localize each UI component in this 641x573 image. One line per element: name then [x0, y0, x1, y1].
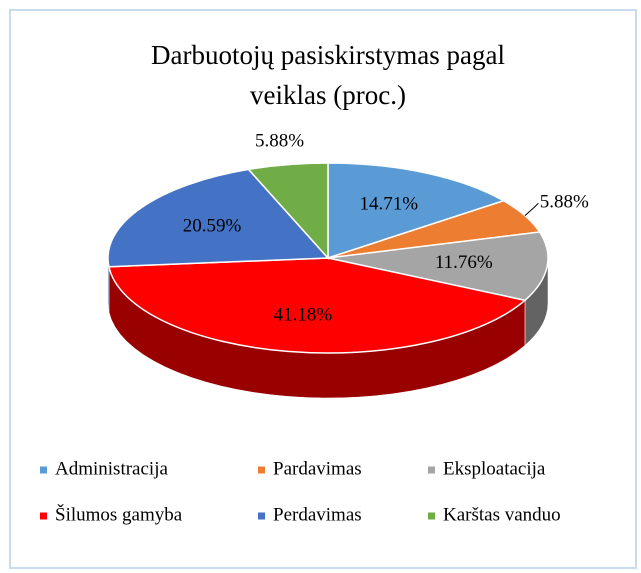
legend-marker — [428, 466, 435, 474]
legend-marker — [258, 466, 265, 474]
legend-marker — [40, 512, 47, 520]
pie-slice — [108, 257, 527, 354]
data-label: 14.71% — [360, 194, 419, 215]
legend-label: Šilumos gamyba — [55, 503, 183, 525]
legend-label: Karštas vanduo — [443, 504, 561, 525]
data-label: 5.88% — [255, 130, 304, 151]
data-label: 11.76% — [435, 252, 493, 273]
chart-title: veiklas (proc.) — [250, 80, 406, 110]
data-label: 41.18% — [274, 304, 333, 325]
data-label: 5.88% — [540, 192, 589, 213]
chart-title: Darbuotojų pasiskirstymas pagal — [151, 40, 505, 70]
legend-marker — [40, 466, 47, 474]
legend-marker — [428, 512, 435, 520]
legend-label: Perdavimas — [273, 504, 362, 525]
legend-label: Pardavimas — [273, 458, 362, 479]
data-label: 20.59% — [183, 215, 242, 236]
pie-slice — [327, 162, 506, 260]
legend-marker — [258, 512, 265, 520]
legend-label: Administracija — [55, 458, 168, 479]
pie-slice — [247, 162, 329, 260]
legend-label: Eksploatacija — [443, 458, 546, 479]
pie-slice — [327, 231, 549, 302]
pie-slice — [107, 168, 330, 268]
leader-line — [524, 202, 539, 217]
